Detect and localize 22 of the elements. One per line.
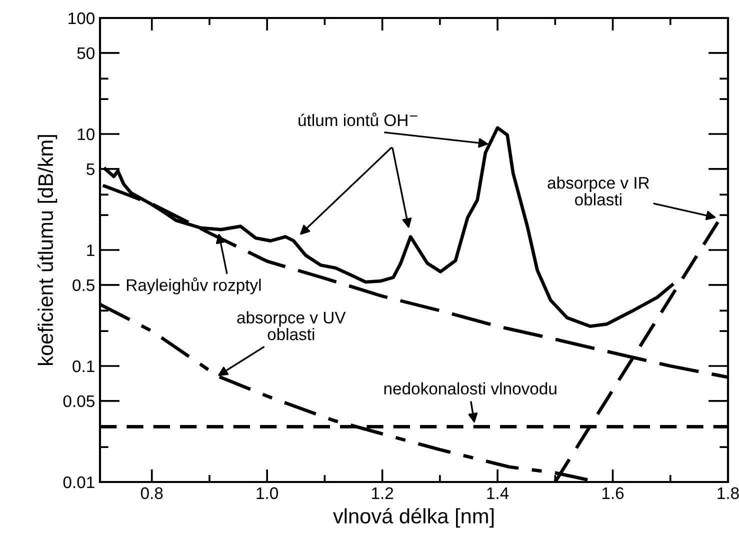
y-tick-label: 0.1 [72,360,94,372]
y-tick-label: 50 [77,47,94,60]
annotation: Rayleighův rozptyl [126,277,261,294]
y-tick-label: 5 [86,163,94,176]
y-tick-label: 0.5 [72,279,94,292]
x-tick-label: 1.4 [487,487,509,499]
x-tick-label: 1.8 [718,487,739,500]
x-tick-label: 1.2 [372,487,394,499]
annotation: útlum iontů OH$^{−}$ [298,112,418,126]
annotation: absorpce v IR oblasti [548,176,650,206]
annotation: absorpce v UV oblasti [237,311,346,340]
y-tick-label: 1 [87,244,94,256]
y-tick-label: 10 [78,128,94,140]
y-axis-title: koeficient útlumu [dB/km] [37,135,58,365]
x-axis-title: vlnová délka [nm] [333,508,494,528]
annotation: nedokonalosti vlnovodu [384,382,556,395]
x-tick-label: 0.8 [140,487,163,500]
x-tick-label: 1.0 [256,487,278,500]
y-tick-label: 0.05 [63,395,94,408]
x-tick-label: 1.6 [602,487,624,500]
y-tick-label: 0.01 [63,476,94,488]
y-tick-label: 100 [68,12,94,24]
